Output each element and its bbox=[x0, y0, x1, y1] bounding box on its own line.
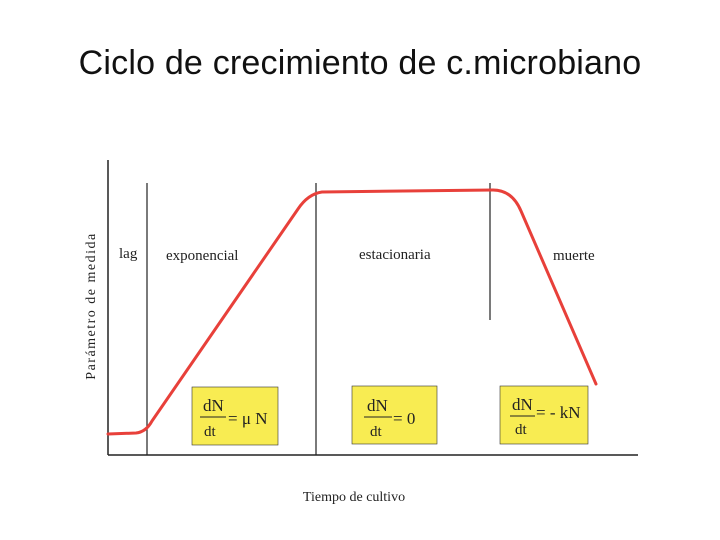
equation-numerator: dN bbox=[203, 396, 224, 415]
equation-denominator: dt bbox=[204, 424, 217, 440]
phase-label-lag: lag bbox=[119, 246, 138, 262]
equation-rhs: = μ N bbox=[228, 409, 267, 428]
x-axis-label: Tiempo de cultivo bbox=[303, 490, 405, 505]
equation-denominator: dt bbox=[370, 424, 383, 440]
equation-rhs: = 0 bbox=[393, 409, 415, 428]
equation-box-stationary: dN dt = 0 bbox=[351, 385, 438, 445]
equation-denominator: dt bbox=[515, 422, 528, 438]
equation-numerator: dN bbox=[512, 395, 533, 414]
equation-box-death: dN dt = - kN bbox=[499, 385, 589, 445]
equation-box-exponential: dN dt = μ N bbox=[191, 386, 279, 446]
y-axis-label: Parámetro de medida bbox=[84, 232, 99, 379]
phase-label-stationary: estacionaria bbox=[359, 247, 431, 263]
slide-title: Ciclo de crecimiento de c.microbiano bbox=[78, 44, 642, 82]
equation-rhs: = - kN bbox=[536, 403, 581, 422]
phase-label-death: muerte bbox=[553, 248, 595, 264]
phase-label-exponential: exponencial bbox=[166, 248, 238, 264]
growth-curve bbox=[106, 188, 598, 436]
equation-numerator: dN bbox=[367, 396, 388, 415]
